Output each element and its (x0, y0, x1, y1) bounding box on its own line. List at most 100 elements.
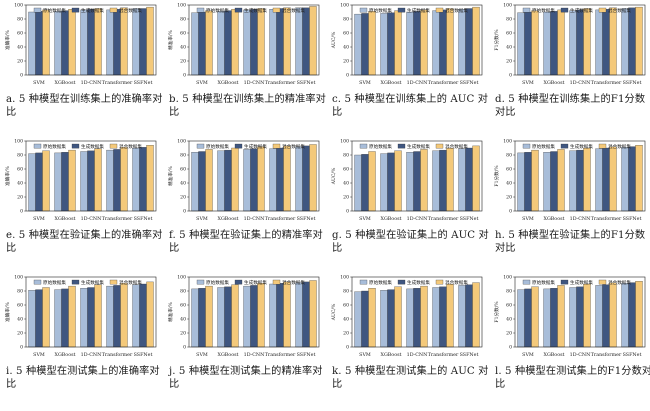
bar (635, 145, 643, 212)
bar (283, 281, 291, 348)
legend-label: 原始数据集 (369, 143, 392, 150)
bar (465, 284, 473, 348)
x-tick-label: SSFNet (623, 352, 642, 358)
bar (569, 287, 577, 348)
bar (387, 152, 395, 212)
bar (250, 9, 258, 76)
bar (295, 146, 303, 212)
y-tick-label: 40 (17, 45, 23, 51)
y-tick-label: 0 (20, 73, 23, 79)
y-tick-label: 100 (340, 3, 349, 9)
y-tick-label: 40 (17, 181, 23, 187)
y-tick-label: 0 (346, 345, 349, 351)
legend-swatch (196, 7, 205, 13)
bar (132, 284, 140, 348)
bar (432, 10, 440, 76)
bar (368, 11, 376, 76)
x-tick-label: SVM (196, 216, 208, 222)
bar (368, 288, 376, 348)
bar (191, 152, 199, 212)
bar (132, 8, 140, 76)
bar (231, 147, 239, 212)
legend-swatch (196, 143, 205, 149)
bar-chart: F1分数/% 0 20 40 60 80 100 SVM XGBoost 1D-CNN Transf… (493, 3, 646, 86)
bar (595, 9, 603, 76)
legend-label: 混合数据集 (282, 7, 305, 14)
x-tick-label: SVM (196, 80, 208, 86)
bar (368, 151, 376, 212)
bar (531, 10, 539, 76)
x-tick-label: XGBoost (381, 80, 402, 86)
bar (42, 9, 50, 76)
legend-swatch (272, 143, 281, 149)
bar (439, 149, 447, 212)
bar (106, 9, 114, 76)
legend-swatch (196, 279, 205, 285)
bar (243, 149, 251, 212)
legend-swatch (33, 143, 42, 149)
bar-chart: 精准率/% 0 20 40 60 80 100 SVM XGBoost 1D-CNN Transfo… (167, 3, 320, 86)
bar (205, 10, 213, 76)
bar-chart: F1分数/% 0 20 40 60 80 100 SVM XGBoost 1D-CNN Transf… (493, 139, 646, 222)
y-tick-label: 80 (17, 289, 23, 295)
y-tick-label: 40 (180, 181, 186, 187)
plot-frame (188, 276, 320, 348)
bar (380, 13, 388, 76)
legend-label: 原始数据集 (206, 7, 229, 14)
bar (439, 9, 447, 76)
x-tick-label: 1D-CNN (407, 352, 428, 358)
y-tick-label: 20 (343, 59, 349, 65)
y-tick-label: 80 (343, 17, 349, 23)
bar (472, 6, 480, 76)
y-axis-label: AUC/% (331, 167, 337, 185)
bar (361, 154, 369, 212)
plot-frame (514, 276, 646, 348)
legend-label: 生成数据集 (407, 279, 430, 286)
x-tick-label: SVM (522, 352, 534, 358)
bar-chart: 准确率/% 0 20 40 60 80 100 SVM XGBoost 1D-CNN Transfo… (4, 139, 157, 222)
bar (531, 286, 539, 348)
bar (628, 7, 636, 76)
bar (61, 10, 69, 76)
bar (269, 9, 277, 76)
bar (420, 9, 428, 76)
legend-swatch (359, 7, 368, 13)
y-tick-label: 0 (20, 345, 23, 351)
y-tick-label: 80 (180, 153, 186, 159)
bar (250, 285, 258, 348)
legend-swatch (272, 279, 281, 285)
bar (550, 11, 558, 76)
chart-caption: h. 5 种模型在验证集上的F1分数对比 (495, 230, 646, 254)
legend-swatch (598, 7, 607, 13)
bar (413, 11, 421, 76)
bar (557, 149, 565, 212)
bar (621, 147, 629, 212)
legend-label: 生成数据集 (81, 143, 104, 150)
bar (609, 146, 617, 212)
y-tick-label: 60 (17, 31, 23, 37)
y-tick-label: 80 (17, 153, 23, 159)
bar (295, 282, 303, 348)
bar (595, 285, 603, 348)
legend-swatch (109, 7, 118, 13)
bar (406, 288, 414, 348)
x-tick-label: 1D-CNN (244, 216, 265, 222)
bar (446, 8, 454, 76)
x-tick-label: SSFNet (297, 216, 316, 222)
plot-frame (25, 4, 157, 76)
bar (205, 149, 213, 212)
bar (543, 152, 551, 212)
y-tick-label: 20 (180, 195, 186, 201)
bar (269, 283, 277, 348)
x-tick-label: XGBoost (381, 352, 402, 358)
bar (583, 283, 591, 348)
bar (458, 148, 466, 212)
y-axis-label: 精准率/% (167, 302, 174, 322)
y-tick-label: 0 (20, 209, 23, 215)
y-tick-label: 40 (343, 181, 349, 187)
chart-caption: i. 5 种模型在测试集上的准确率对比 (6, 366, 160, 390)
bar (517, 152, 525, 212)
bar (309, 6, 317, 76)
legend-label: 生成数据集 (244, 279, 267, 286)
chart-caption: a. 5 种模型在训练集上的准确率对比 (6, 94, 163, 118)
